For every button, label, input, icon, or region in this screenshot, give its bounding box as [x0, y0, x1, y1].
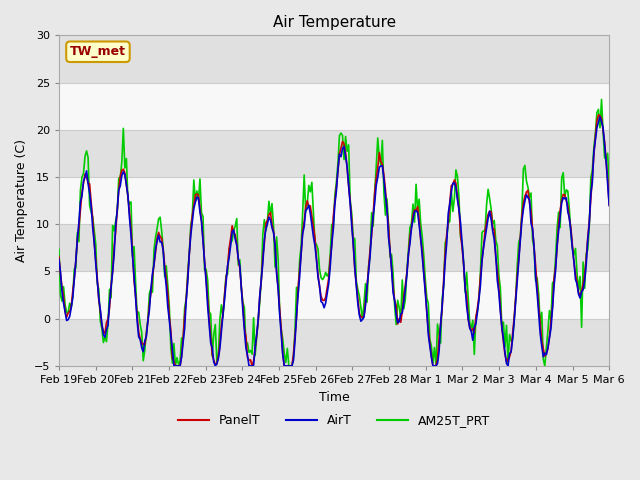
AM25T_PRT: [598, 96, 605, 102]
AM25T_PRT: [298, 243, 305, 249]
Y-axis label: Air Temperature (C): Air Temperature (C): [15, 139, 28, 262]
Title: Air Temperature: Air Temperature: [273, 15, 396, 30]
Bar: [59, 130, 609, 177]
Line: AM25T_PRT: AM25T_PRT: [59, 99, 609, 366]
Bar: [59, 319, 609, 366]
AM25T_PRT: [55, 247, 63, 252]
AirT: [221, 298, 228, 303]
PanelT: [239, 302, 246, 308]
Line: PanelT: PanelT: [59, 115, 609, 366]
PanelT: [172, 363, 179, 369]
PanelT: [605, 202, 613, 208]
Bar: [59, 177, 609, 224]
AirT: [596, 114, 604, 120]
AirT: [170, 363, 178, 369]
X-axis label: Time: Time: [319, 391, 349, 404]
PanelT: [576, 293, 584, 299]
PanelT: [221, 293, 228, 299]
AirT: [55, 256, 63, 262]
AM25T_PRT: [221, 292, 228, 298]
PanelT: [298, 252, 305, 257]
Bar: [59, 224, 609, 272]
AirT: [298, 251, 305, 256]
AirT: [122, 182, 130, 188]
Legend: PanelT, AirT, AM25T_PRT: PanelT, AirT, AM25T_PRT: [173, 409, 495, 432]
PanelT: [595, 112, 602, 118]
Bar: [59, 83, 609, 130]
AM25T_PRT: [122, 156, 130, 161]
AirT: [248, 363, 256, 369]
Line: AirT: AirT: [59, 117, 609, 366]
Bar: [59, 36, 609, 83]
AM25T_PRT: [172, 363, 179, 369]
AirT: [576, 295, 584, 301]
PanelT: [55, 254, 63, 260]
AirT: [605, 203, 613, 208]
PanelT: [122, 182, 130, 188]
AM25T_PRT: [248, 351, 256, 357]
AM25T_PRT: [576, 274, 584, 279]
Bar: [59, 272, 609, 319]
AM25T_PRT: [239, 299, 246, 305]
Text: TW_met: TW_met: [70, 45, 126, 58]
AM25T_PRT: [605, 182, 613, 188]
PanelT: [248, 363, 256, 369]
AirT: [239, 308, 246, 313]
